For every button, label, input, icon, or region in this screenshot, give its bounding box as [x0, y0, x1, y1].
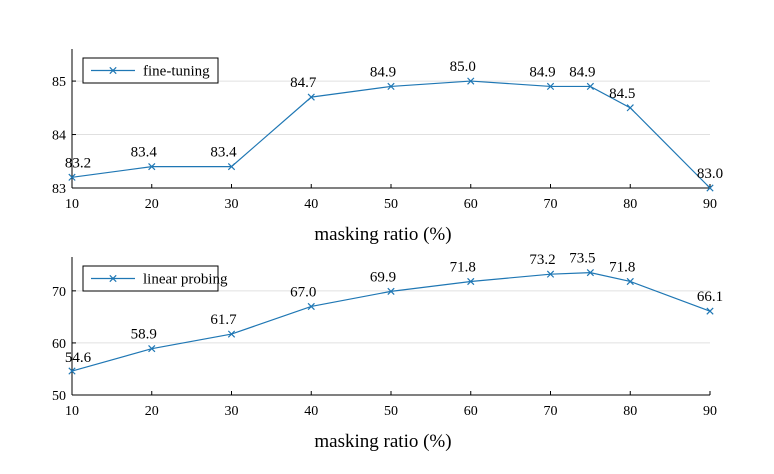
- data-label: 83.2: [65, 155, 91, 171]
- data-point: [148, 162, 156, 171]
- marker-stroke: [706, 307, 714, 315]
- marker-stroke: [546, 270, 555, 278]
- data-point: [227, 330, 236, 338]
- marker-stroke: [227, 162, 236, 171]
- x-tick-label: 90: [703, 197, 717, 212]
- panel-2: 50 60 70 10 20 30 40 50 60 70 80 90 masking ratio (%…: [52, 251, 723, 452]
- x-tick-label: 20: [145, 197, 159, 212]
- data-point: [706, 307, 714, 315]
- marker-stroke: [586, 82, 594, 91]
- series-line: [71, 80, 711, 189]
- y-tick-label: 60: [52, 337, 66, 352]
- data-point: [148, 345, 156, 353]
- data-point: [68, 173, 76, 181]
- x-tick-label: 10: [65, 197, 79, 212]
- legend-marker: [109, 274, 117, 283]
- data-label: 84.9: [529, 64, 555, 80]
- data-point: [307, 93, 315, 101]
- data-point: [626, 104, 634, 112]
- marker-stroke: [387, 82, 395, 91]
- x-tick-label: 40: [304, 404, 318, 419]
- data-point: [586, 268, 594, 277]
- marker-stroke: [227, 330, 236, 338]
- data-label: 58.9: [131, 327, 157, 343]
- data-label: 67.0: [290, 284, 316, 300]
- y-tick-label: 50: [52, 389, 66, 404]
- data-point: [227, 162, 236, 171]
- data-label: 84.9: [569, 64, 595, 80]
- data-point: [387, 287, 395, 295]
- y-tick-label: 83: [52, 182, 66, 197]
- marker-stroke: [467, 277, 475, 286]
- marker-stroke: [68, 367, 76, 375]
- data-label: 73.2: [529, 252, 555, 268]
- data-point: [467, 277, 475, 286]
- x-tick-label: 30: [225, 404, 239, 419]
- data-point: [387, 82, 395, 91]
- x-tick-label: 50: [384, 197, 398, 212]
- marker-stroke: [307, 302, 315, 311]
- x-tick-label: 70: [544, 197, 558, 212]
- marker-stroke: [148, 345, 156, 353]
- data-label: 83.4: [210, 145, 237, 161]
- data-label: 84.5: [609, 86, 635, 102]
- legend: fine-tuning: [82, 57, 219, 84]
- data-point: [68, 367, 76, 375]
- data-label: 71.8: [609, 259, 635, 275]
- legend-label: fine-tuning: [143, 64, 210, 80]
- marker-stroke: [586, 268, 594, 277]
- x-tick-label: 40: [304, 197, 318, 212]
- marker-stroke: [68, 173, 76, 181]
- x-tick-label: 50: [384, 404, 398, 419]
- data-label: 61.7: [210, 312, 237, 328]
- x-tick-label: 80: [623, 404, 637, 419]
- x-tick-label: 60: [464, 197, 478, 212]
- data-label: 83.4: [131, 145, 158, 161]
- data-label: 54.6: [65, 350, 92, 366]
- data-label: 69.9: [370, 269, 396, 285]
- data-label: 71.8: [450, 259, 476, 275]
- y-tick-label: 85: [52, 75, 66, 90]
- marker-stroke: [307, 93, 315, 101]
- data-label: 85.0: [450, 59, 476, 75]
- marker-stroke: [148, 162, 156, 171]
- legend-label: linear probing: [143, 272, 228, 288]
- marker-stroke: [626, 277, 634, 286]
- x-tick-label: 10: [65, 404, 79, 419]
- marker-stroke: [387, 287, 395, 295]
- data-point: [546, 82, 555, 91]
- marker-stroke: [706, 184, 714, 192]
- data-point: [307, 302, 315, 311]
- legend-marker: [109, 66, 117, 75]
- x-tick-label: 90: [703, 404, 717, 419]
- x-axis-label: masking ratio (%): [314, 224, 451, 245]
- panel-1: 83 84 85 10 20 30 40 50 60 70 80 90 masking ratio (%…: [52, 49, 723, 245]
- x-tick-label: 60: [464, 404, 478, 419]
- data-label: 73.5: [569, 251, 595, 267]
- marker-stroke: [546, 82, 555, 91]
- marker-stroke: [626, 104, 634, 112]
- x-tick-label: 70: [544, 404, 558, 419]
- data-point: [546, 270, 555, 278]
- x-tick-label: 80: [623, 197, 637, 212]
- data-point: [586, 82, 594, 91]
- y-tick-label: 70: [52, 285, 66, 300]
- data-label: 66.1: [697, 289, 723, 305]
- y-tick-label: 84: [52, 129, 66, 144]
- series-line: [71, 272, 711, 372]
- legend: linear probing: [82, 265, 228, 292]
- data-point: [706, 184, 714, 192]
- marker-stroke: [467, 77, 475, 85]
- x-tick-label: 20: [145, 404, 159, 419]
- data-point: [467, 77, 475, 85]
- data-point: [626, 277, 634, 286]
- data-label: 83.0: [697, 166, 723, 182]
- x-axis-label: masking ratio (%): [314, 431, 451, 452]
- data-label: 84.9: [370, 64, 396, 80]
- data-label: 84.7: [290, 75, 317, 91]
- x-tick-label: 30: [225, 197, 239, 212]
